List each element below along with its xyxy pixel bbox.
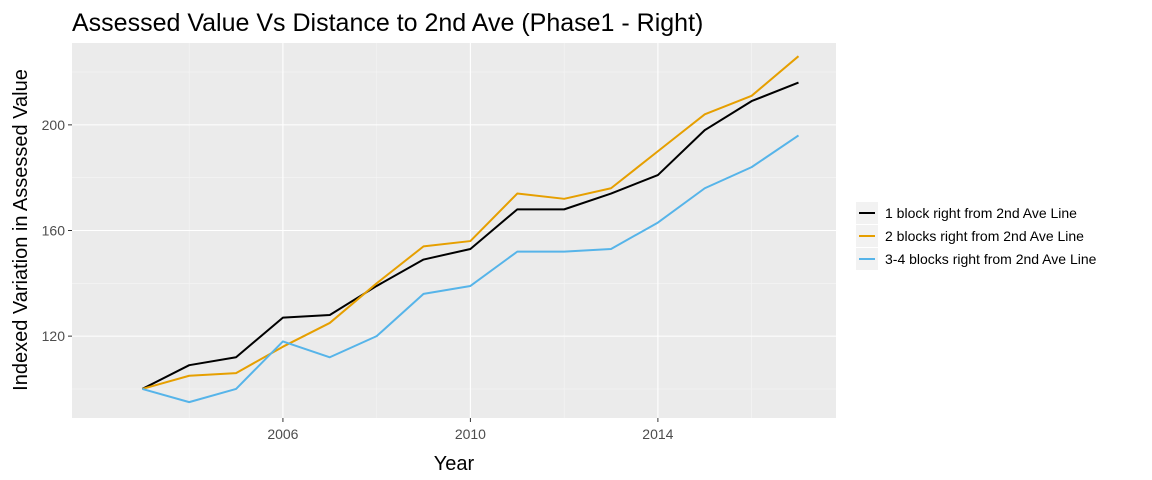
series-line-1 [141, 81, 799, 390]
legend-label: 1 block right from 2nd Ave Line [885, 205, 1077, 221]
grid [72, 43, 836, 418]
legend-item: 2 blocks right from 2nd Ave Line [856, 225, 1084, 247]
x-tick-label: 2014 [642, 426, 673, 442]
x-axis-title: Year [434, 453, 475, 475]
y-tick-label: 160 [42, 223, 66, 239]
x-axis: 2006 2010 2014 [267, 418, 674, 442]
series-line-3 [142, 134, 800, 404]
chart-title: Assessed Value Vs Distance to 2nd Ave (P… [72, 9, 703, 37]
series-line-2 [142, 55, 800, 390]
legend-label: 2 blocks right from 2nd Ave Line [885, 228, 1084, 244]
legend-item: 3-4 blocks right from 2nd Ave Line [856, 248, 1097, 270]
y-tick-label: 200 [42, 117, 66, 133]
series-lines [141, 55, 800, 404]
x-tick-label: 2010 [455, 426, 486, 442]
y-axis: 120 160 200 [42, 117, 72, 344]
y-axis-title: Indexed Variation in Assessed Value [10, 69, 32, 391]
y-tick-label: 120 [42, 328, 66, 344]
legend: 1 block right from 2nd Ave Line 2 blocks … [856, 202, 1097, 270]
x-tick-label: 2006 [267, 426, 298, 442]
legend-item: 1 block right from 2nd Ave Line [856, 202, 1077, 224]
legend-label: 3-4 blocks right from 2nd Ave Line [885, 251, 1097, 267]
